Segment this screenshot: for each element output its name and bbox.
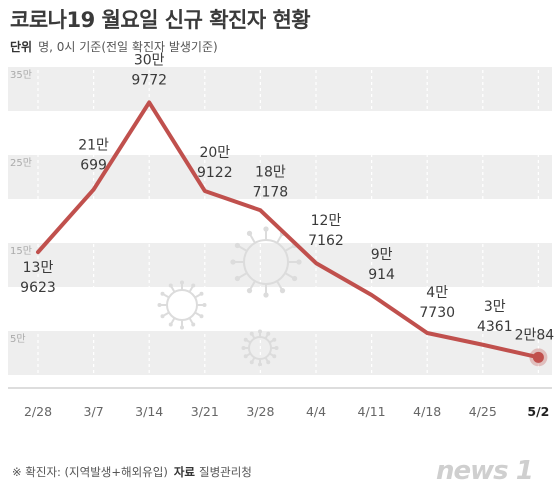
footer-note: ※ 확진자: (지역발생+해외유입) 자료 질병관리청 bbox=[12, 464, 252, 480]
data-label: 4만 bbox=[426, 285, 448, 301]
source-label: 자료 bbox=[173, 465, 195, 479]
data-label: 7730 bbox=[419, 305, 455, 321]
grid-band bbox=[8, 67, 552, 111]
data-label: 12만 bbox=[311, 213, 342, 229]
virus-icon bbox=[230, 226, 302, 298]
unit-note: 단위 명, 0시 기준(전일 확진자 발생기준) bbox=[10, 38, 218, 55]
data-series-line bbox=[36, 100, 541, 360]
data-label: 9623 bbox=[20, 280, 56, 296]
data-label: 699 bbox=[80, 158, 107, 174]
data-label: 7178 bbox=[253, 184, 289, 200]
x-tick-label: 4/11 bbox=[358, 404, 386, 419]
grid-band bbox=[8, 331, 552, 375]
data-label: 18만 bbox=[255, 164, 286, 180]
x-tick-label: 4/4 bbox=[306, 404, 326, 419]
data-point bbox=[532, 351, 544, 363]
grid-band bbox=[8, 155, 552, 199]
x-tick-label: 4/18 bbox=[413, 404, 441, 419]
y-tick-label: 35만 bbox=[10, 69, 32, 81]
news1-logo: news 1 bbox=[436, 456, 534, 486]
x-tick-label: 3/14 bbox=[135, 404, 163, 419]
source-text: 질병관리청 bbox=[198, 465, 252, 479]
x-tick-label: 2/28 bbox=[24, 404, 52, 419]
grid-band bbox=[8, 243, 552, 287]
data-label: 2만84 bbox=[515, 327, 555, 343]
data-label: 9122 bbox=[197, 165, 233, 181]
data-label: 914 bbox=[368, 267, 395, 283]
virus-icon bbox=[241, 329, 279, 367]
data-label: 21만 bbox=[78, 138, 109, 154]
chart-title: 코로나19 월요일 신규 확진자 현황 bbox=[10, 8, 311, 32]
unit-label: 단위 bbox=[10, 40, 33, 54]
data-label: 7162 bbox=[308, 233, 344, 249]
y-tick-label: 5만 bbox=[10, 333, 26, 345]
x-tick-label: 3/7 bbox=[84, 404, 104, 419]
data-label: 9772 bbox=[131, 72, 167, 88]
unit-text: 명, 0시 기준(전일 확진자 발생기준) bbox=[38, 40, 218, 54]
data-label: 13만 bbox=[23, 260, 54, 276]
data-label: 3만 bbox=[484, 299, 506, 315]
x-tick-label: 4/25 bbox=[469, 404, 497, 419]
data-label: 20만 bbox=[199, 145, 230, 161]
data-label: 4361 bbox=[477, 319, 513, 335]
y-tick-label: 15만 bbox=[10, 245, 32, 257]
footnote-text: ※ 확진자: (지역발생+해외유입) bbox=[12, 465, 168, 479]
data-label: 30만 bbox=[134, 52, 165, 68]
virus-icon bbox=[157, 280, 207, 330]
data-label: 9만 bbox=[371, 247, 393, 263]
x-tick-label: 5/2 bbox=[527, 404, 549, 419]
y-tick-label: 25만 bbox=[10, 157, 32, 169]
x-tick-label: 3/28 bbox=[246, 404, 274, 419]
x-tick-label: 3/21 bbox=[191, 404, 219, 419]
